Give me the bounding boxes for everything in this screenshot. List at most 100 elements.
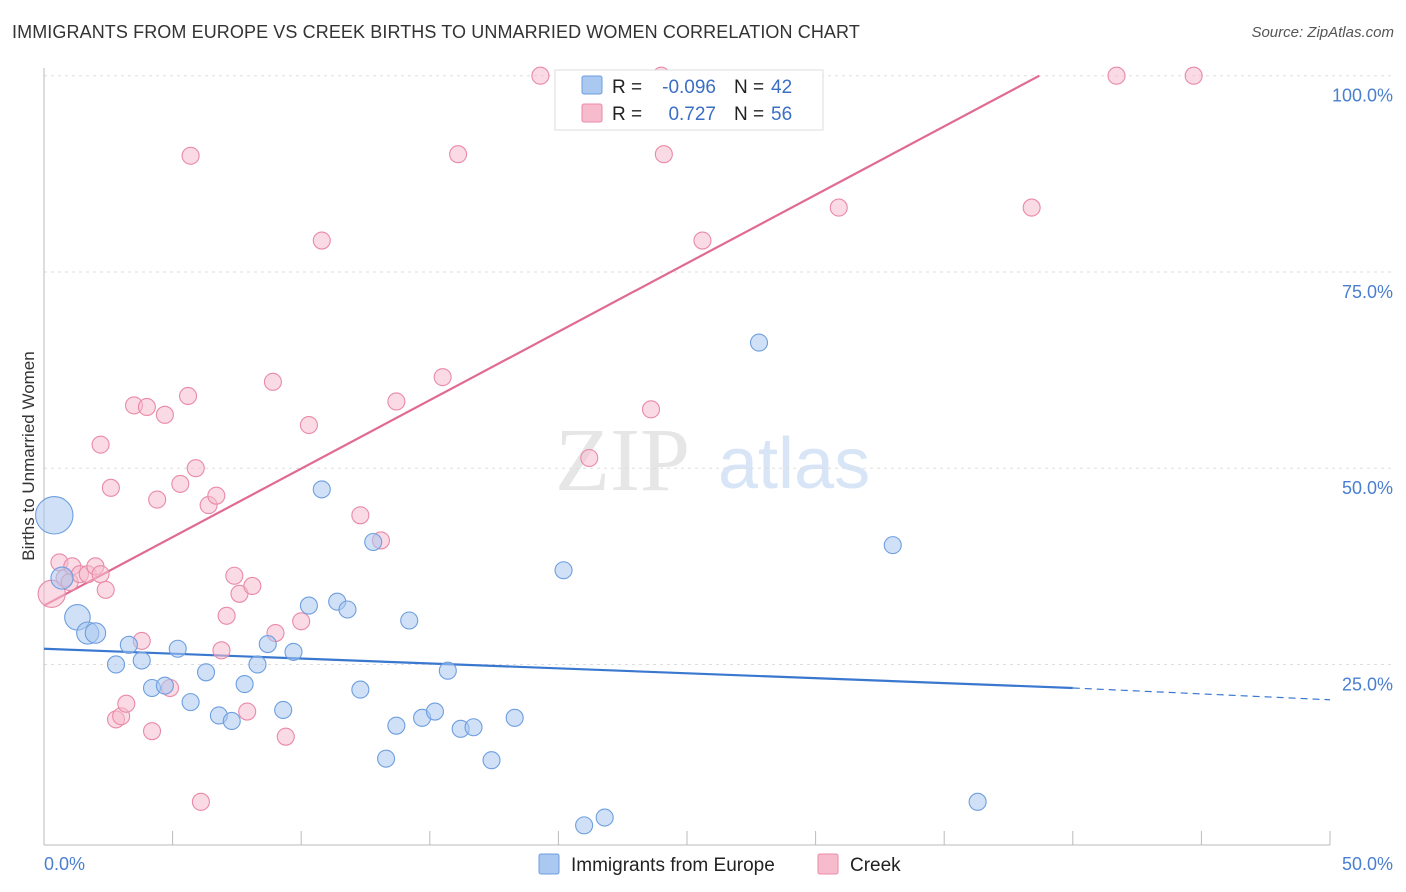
europe-point-5 bbox=[119, 635, 138, 654]
x-tick-label-0: 0.0% bbox=[44, 854, 85, 874]
creek-point-51 bbox=[829, 198, 848, 217]
europe-point-16 bbox=[258, 634, 277, 654]
series-legend: Immigrants from Europe Creek bbox=[538, 853, 901, 876]
creek-point-25 bbox=[186, 459, 205, 478]
legend-europe-r-value: -0.096 bbox=[662, 77, 716, 98]
creek-point-36 bbox=[276, 727, 295, 746]
legend-europe-n-label: N = bbox=[734, 77, 764, 98]
creek-point-50 bbox=[693, 231, 712, 250]
europe-point-36 bbox=[575, 816, 594, 835]
creek-point-45 bbox=[531, 66, 550, 85]
creek-point-17 bbox=[137, 397, 156, 417]
europe-point-9 bbox=[168, 639, 187, 658]
creek-point-53 bbox=[1107, 66, 1126, 85]
creek-point-11 bbox=[101, 478, 120, 497]
europe-point-22 bbox=[338, 600, 357, 619]
europe-point-38 bbox=[749, 333, 769, 352]
europe-point-35 bbox=[554, 561, 573, 580]
europe-point-6 bbox=[132, 651, 151, 670]
series-swatch-europe bbox=[538, 853, 560, 875]
creek-point-28 bbox=[207, 486, 226, 505]
europe-point-8 bbox=[155, 676, 174, 695]
x-tick-labels: 0.0% 50.0% bbox=[44, 854, 1393, 874]
europe-point-26 bbox=[387, 716, 406, 735]
europe-point-23 bbox=[351, 680, 370, 699]
creek-point-35 bbox=[263, 372, 282, 391]
watermark-zip: ZIP bbox=[555, 411, 690, 510]
y-tick-label-3: 25.0% bbox=[1342, 674, 1393, 694]
creek-point-46 bbox=[580, 448, 599, 468]
creek-point-52 bbox=[1022, 198, 1041, 217]
y-tick-label-1: 75.0% bbox=[1342, 282, 1393, 302]
creek-point-54 bbox=[1184, 66, 1203, 85]
europe-point-27 bbox=[400, 611, 419, 630]
legend-creek-r-value: 0.727 bbox=[668, 104, 716, 125]
europe-point-37 bbox=[595, 808, 614, 827]
europe-point-1 bbox=[50, 566, 74, 590]
trend-lines bbox=[43, 74, 1331, 701]
trend-line-europe-extension bbox=[1072, 687, 1331, 701]
x-axis-ticks bbox=[43, 831, 1331, 845]
europe-point-17 bbox=[274, 700, 293, 720]
stats-legend: R = -0.096 N = 42 R = 0.727 N = 56 bbox=[554, 69, 824, 131]
legend-swatch-creek bbox=[581, 103, 603, 123]
europe-points bbox=[35, 333, 987, 835]
europe-point-41 bbox=[84, 622, 107, 644]
europe-point-24 bbox=[364, 532, 383, 552]
y-axis-label: Births to Unmarried Women bbox=[19, 351, 38, 560]
watermark-atlas: atlas bbox=[718, 424, 870, 504]
creek-points bbox=[37, 66, 1203, 811]
creek-point-9 bbox=[96, 580, 115, 599]
gridlines bbox=[44, 75, 1395, 665]
europe-point-15 bbox=[248, 655, 267, 674]
creek-point-23 bbox=[178, 386, 198, 406]
creek-point-47 bbox=[641, 400, 661, 419]
creek-point-26 bbox=[191, 792, 210, 811]
legend-creek-n-value: 56 bbox=[771, 104, 792, 125]
europe-point-19 bbox=[299, 596, 318, 615]
creek-point-33 bbox=[238, 702, 257, 721]
legend-creek-r-label: R = bbox=[612, 104, 642, 125]
creek-point-37 bbox=[292, 612, 311, 631]
creek-point-22 bbox=[171, 474, 190, 493]
europe-point-32 bbox=[464, 718, 483, 737]
x-tick-label-1: 50.0% bbox=[1342, 854, 1393, 874]
creek-point-19 bbox=[148, 490, 167, 509]
creek-point-40 bbox=[351, 506, 370, 525]
creek-point-29 bbox=[212, 641, 231, 660]
europe-point-34 bbox=[505, 708, 524, 727]
creek-point-44 bbox=[449, 145, 468, 164]
europe-point-10 bbox=[181, 693, 200, 712]
creek-point-10 bbox=[91, 435, 110, 454]
source-credit: Source: ZipAtlas.com bbox=[1251, 24, 1394, 41]
y-tick-label-2: 50.0% bbox=[1342, 478, 1393, 498]
legend-europe-r-label: R = bbox=[612, 77, 642, 98]
chart-title: IMMIGRANTS FROM EUROPE VS CREEK BIRTHS T… bbox=[12, 22, 860, 42]
creek-point-18 bbox=[142, 722, 162, 741]
creek-point-38 bbox=[299, 415, 318, 435]
creek-point-14 bbox=[117, 694, 136, 713]
series-swatch-creek bbox=[817, 853, 839, 875]
y-tick-labels: 100.0% 75.0% 50.0% 25.0% bbox=[1332, 86, 1393, 695]
europe-point-0 bbox=[35, 496, 74, 535]
europe-point-14 bbox=[235, 675, 254, 694]
creek-point-8 bbox=[91, 565, 110, 584]
series-label-europe: Immigrants from Europe bbox=[571, 855, 775, 876]
creek-point-49 bbox=[654, 145, 673, 164]
legend-swatch-europe bbox=[581, 75, 603, 95]
creek-point-39 bbox=[312, 231, 331, 250]
creek-point-42 bbox=[387, 392, 406, 411]
creek-point-31 bbox=[225, 566, 244, 585]
europe-point-4 bbox=[106, 655, 126, 674]
creek-point-24 bbox=[181, 146, 200, 165]
europe-point-13 bbox=[222, 711, 241, 731]
trend-line-creek bbox=[43, 74, 1040, 607]
europe-point-33 bbox=[482, 751, 501, 770]
creek-point-20 bbox=[155, 405, 174, 424]
europe-point-20 bbox=[312, 480, 331, 499]
creek-point-34 bbox=[243, 576, 262, 596]
europe-point-39 bbox=[883, 536, 902, 555]
europe-point-11 bbox=[196, 663, 216, 682]
creek-point-30 bbox=[217, 606, 236, 625]
